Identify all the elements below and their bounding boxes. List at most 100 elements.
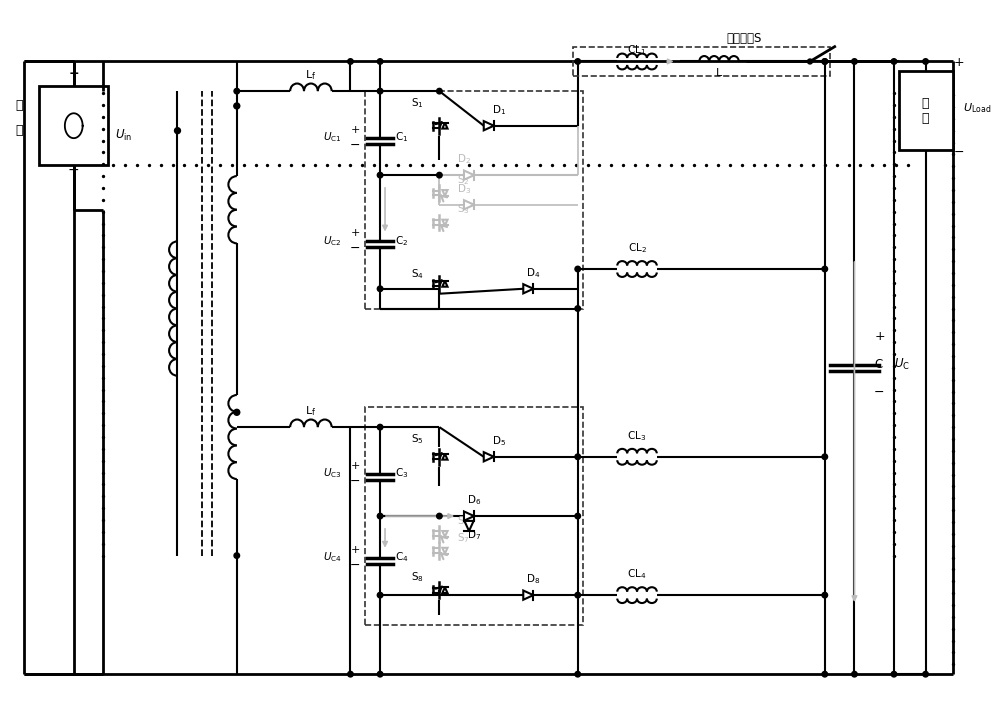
Circle shape bbox=[575, 671, 580, 677]
Text: $U_{\rm Load}$: $U_{\rm Load}$ bbox=[963, 101, 991, 115]
Text: +: + bbox=[351, 229, 360, 239]
Circle shape bbox=[175, 127, 180, 134]
Text: +: + bbox=[351, 461, 360, 471]
Text: +: + bbox=[68, 67, 79, 80]
Circle shape bbox=[348, 59, 353, 64]
Polygon shape bbox=[442, 588, 448, 593]
Text: $\rm L_f$: $\rm L_f$ bbox=[305, 404, 317, 418]
Text: $-$: $-$ bbox=[953, 145, 964, 159]
Text: $\rm C_1$: $\rm C_1$ bbox=[395, 130, 408, 144]
Circle shape bbox=[807, 59, 812, 64]
Polygon shape bbox=[442, 190, 448, 196]
Bar bbox=[573, 47, 830, 76]
Circle shape bbox=[234, 553, 240, 559]
Text: $\rm C$: $\rm C$ bbox=[874, 358, 884, 371]
Circle shape bbox=[377, 59, 383, 64]
Text: −: − bbox=[350, 139, 361, 152]
Polygon shape bbox=[442, 531, 448, 537]
Text: −: − bbox=[350, 474, 361, 487]
Circle shape bbox=[822, 593, 828, 598]
Text: 网: 网 bbox=[16, 124, 23, 137]
Bar bbox=[365, 91, 583, 309]
Circle shape bbox=[234, 88, 240, 94]
Text: $U_{\rm C3}$: $U_{\rm C3}$ bbox=[323, 467, 342, 480]
Text: $\rm D_4$: $\rm D_4$ bbox=[526, 266, 540, 280]
Polygon shape bbox=[523, 284, 533, 293]
Polygon shape bbox=[464, 200, 474, 210]
Text: $\rm CL_1$: $\rm CL_1$ bbox=[627, 44, 647, 57]
Bar bbox=[365, 407, 583, 624]
Text: $U_{\rm C1}$: $U_{\rm C1}$ bbox=[323, 130, 342, 144]
Polygon shape bbox=[442, 219, 448, 225]
Circle shape bbox=[377, 172, 383, 178]
Text: −: − bbox=[350, 242, 361, 255]
Text: $\rm S_3$: $\rm S_3$ bbox=[457, 202, 470, 217]
Text: −: − bbox=[874, 385, 885, 399]
Polygon shape bbox=[464, 171, 474, 180]
Circle shape bbox=[575, 59, 580, 64]
Circle shape bbox=[822, 454, 828, 459]
Text: $\rm C_2$: $\rm C_2$ bbox=[395, 234, 408, 248]
Text: $\rm CL_3$: $\rm CL_3$ bbox=[627, 429, 647, 442]
Polygon shape bbox=[523, 590, 533, 600]
Bar bbox=[899, 72, 953, 150]
Circle shape bbox=[377, 286, 383, 292]
Text: $\rm L$: $\rm L$ bbox=[715, 67, 723, 79]
Circle shape bbox=[822, 671, 828, 677]
Text: $\rm S_2$: $\rm S_2$ bbox=[457, 173, 470, 187]
Text: $U_{\rm in}$: $U_{\rm in}$ bbox=[115, 128, 133, 143]
Text: −: − bbox=[350, 559, 361, 571]
Polygon shape bbox=[442, 123, 448, 129]
Circle shape bbox=[891, 59, 897, 64]
Bar bbox=[39, 86, 108, 165]
Circle shape bbox=[575, 593, 580, 598]
Text: $\rm CL_2$: $\rm CL_2$ bbox=[628, 241, 647, 255]
Text: $U_{\rm C2}$: $U_{\rm C2}$ bbox=[323, 234, 342, 248]
Circle shape bbox=[575, 513, 580, 519]
Polygon shape bbox=[484, 452, 494, 462]
Text: $\rm C_3$: $\rm C_3$ bbox=[395, 467, 408, 480]
Circle shape bbox=[377, 593, 383, 598]
Text: +: + bbox=[351, 125, 360, 135]
Circle shape bbox=[852, 59, 857, 64]
Polygon shape bbox=[442, 454, 448, 459]
Text: −: − bbox=[68, 163, 80, 177]
Circle shape bbox=[234, 409, 240, 416]
Text: $\rm C_4$: $\rm C_4$ bbox=[395, 551, 408, 564]
Text: +: + bbox=[351, 544, 360, 554]
Text: $\rm S_7$: $\rm S_7$ bbox=[457, 531, 470, 544]
Circle shape bbox=[377, 424, 383, 430]
Text: $\rm D_6$: $\rm D_6$ bbox=[467, 493, 481, 507]
Polygon shape bbox=[464, 511, 474, 520]
Text: $\rm D_5$: $\rm D_5$ bbox=[492, 434, 506, 447]
Text: $\rm S_6$: $\rm S_6$ bbox=[457, 514, 470, 527]
Text: $\rm S_1$: $\rm S_1$ bbox=[411, 96, 424, 110]
Circle shape bbox=[377, 88, 383, 94]
Circle shape bbox=[575, 266, 580, 272]
Circle shape bbox=[575, 454, 580, 459]
Text: $\rm D_8$: $\rm D_8$ bbox=[526, 572, 540, 586]
Circle shape bbox=[348, 671, 353, 677]
Text: $\rm S_5$: $\rm S_5$ bbox=[411, 432, 424, 446]
Text: $\rm S_4$: $\rm S_4$ bbox=[411, 267, 424, 280]
Circle shape bbox=[923, 671, 928, 677]
Text: $U_{\rm C4}$: $U_{\rm C4}$ bbox=[323, 551, 342, 564]
Circle shape bbox=[437, 513, 442, 519]
Circle shape bbox=[923, 59, 928, 64]
Text: $\rm D_1$: $\rm D_1$ bbox=[492, 103, 506, 117]
Circle shape bbox=[437, 172, 442, 178]
Circle shape bbox=[822, 59, 828, 64]
Polygon shape bbox=[442, 281, 448, 287]
Text: $\rm S_8$: $\rm S_8$ bbox=[411, 571, 424, 584]
Circle shape bbox=[437, 88, 442, 94]
Polygon shape bbox=[464, 521, 474, 531]
Polygon shape bbox=[484, 121, 494, 130]
Polygon shape bbox=[442, 548, 448, 554]
Text: $\rm D_3$: $\rm D_3$ bbox=[457, 182, 471, 195]
Text: 电: 电 bbox=[16, 99, 23, 113]
Circle shape bbox=[822, 266, 828, 272]
Text: $\rm L_f$: $\rm L_f$ bbox=[305, 68, 317, 82]
Text: +: + bbox=[874, 330, 885, 343]
Text: $\rm D_7$: $\rm D_7$ bbox=[467, 527, 481, 542]
Text: $\rm CL_4$: $\rm CL_4$ bbox=[627, 567, 647, 581]
